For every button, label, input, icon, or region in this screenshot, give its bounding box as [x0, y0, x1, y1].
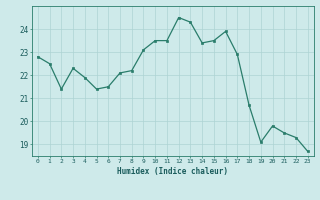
- X-axis label: Humidex (Indice chaleur): Humidex (Indice chaleur): [117, 167, 228, 176]
